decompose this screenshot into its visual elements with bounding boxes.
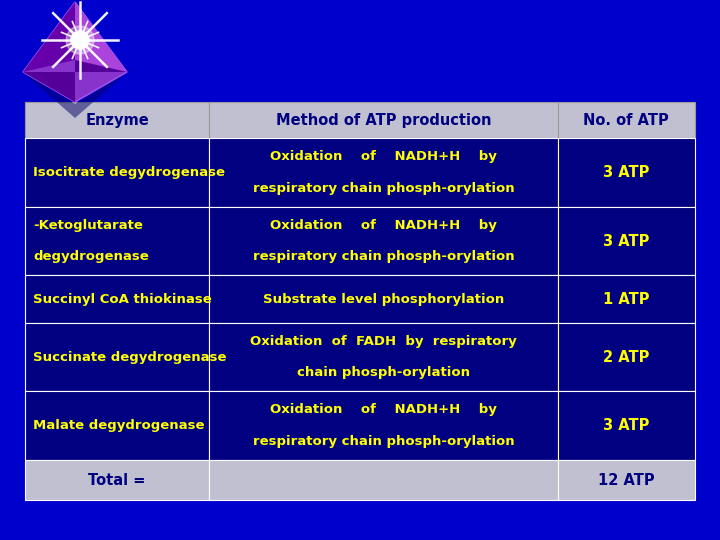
Bar: [25, 138, 210, 207]
Bar: [558, 207, 695, 275]
Bar: [558, 323, 695, 391]
Bar: [558, 460, 695, 500]
Bar: [25, 323, 210, 391]
Text: Oxidation    of    NADH+H    by: Oxidation of NADH+H by: [270, 219, 497, 232]
Bar: [210, 323, 558, 391]
Text: Malate degydrogenase: Malate degydrogenase: [33, 419, 204, 432]
Text: 2 ATP: 2 ATP: [603, 350, 649, 364]
Bar: [25, 460, 210, 500]
Bar: [25, 207, 210, 275]
Text: respiratory chain phosph-orylation: respiratory chain phosph-orylation: [253, 250, 514, 264]
Text: Succinyl CoA thiokinase: Succinyl CoA thiokinase: [33, 293, 212, 306]
Text: Oxidation    of    NADH+H    by: Oxidation of NADH+H by: [270, 150, 497, 163]
Text: 1 ATP: 1 ATP: [603, 292, 649, 307]
Text: 3 ATP: 3 ATP: [603, 165, 649, 180]
Text: Enzyme: Enzyme: [85, 113, 149, 127]
Text: 12 ATP: 12 ATP: [598, 472, 654, 488]
Polygon shape: [25, 74, 125, 118]
Bar: [25, 275, 210, 323]
Bar: [210, 460, 558, 500]
Text: -Ketoglutarate: -Ketoglutarate: [33, 219, 143, 232]
Bar: [210, 207, 558, 275]
Circle shape: [71, 31, 89, 49]
Bar: [558, 138, 695, 207]
Bar: [558, 275, 695, 323]
Text: Oxidation    of    NADH+H    by: Oxidation of NADH+H by: [270, 403, 497, 416]
Text: degydrogenase: degydrogenase: [33, 250, 149, 264]
Polygon shape: [23, 2, 75, 72]
Bar: [210, 138, 558, 207]
Text: Succinate degydrogenase: Succinate degydrogenase: [33, 350, 227, 363]
Text: 3 ATP: 3 ATP: [603, 418, 649, 433]
Text: No. of ATP: No. of ATP: [583, 113, 669, 127]
Bar: [558, 392, 695, 460]
Bar: [210, 392, 558, 460]
Bar: [558, 102, 695, 138]
Bar: [210, 102, 558, 138]
Text: Oxidation  of  FADH  by  respiratory: Oxidation of FADH by respiratory: [250, 335, 517, 348]
Text: respiratory chain phosph-orylation: respiratory chain phosph-orylation: [253, 435, 514, 448]
Polygon shape: [23, 60, 127, 102]
Text: respiratory chain phosph-orylation: respiratory chain phosph-orylation: [253, 182, 514, 195]
Text: Total =: Total =: [89, 472, 146, 488]
Bar: [25, 392, 210, 460]
Text: 3 ATP: 3 ATP: [603, 233, 649, 248]
Text: Method of ATP production: Method of ATP production: [276, 113, 491, 127]
Polygon shape: [23, 2, 127, 102]
Polygon shape: [75, 2, 127, 72]
Bar: [25, 102, 210, 138]
Text: chain phosph-orylation: chain phosph-orylation: [297, 367, 470, 380]
Circle shape: [66, 26, 94, 54]
Bar: [210, 275, 558, 323]
Text: Substrate level phosphorylation: Substrate level phosphorylation: [263, 293, 504, 306]
Text: Isocitrate degydrogenase: Isocitrate degydrogenase: [33, 166, 225, 179]
